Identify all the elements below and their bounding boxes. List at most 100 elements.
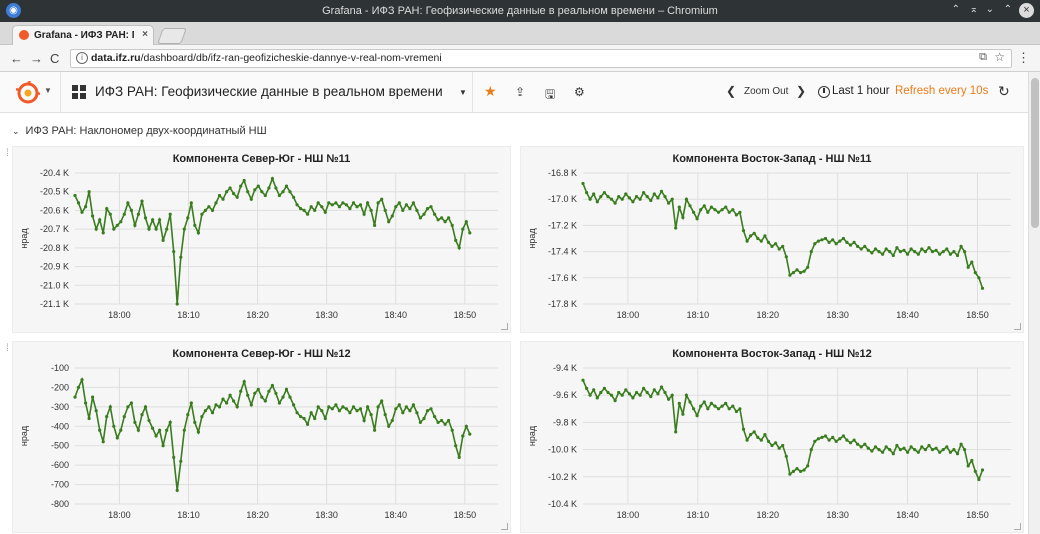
- zoom-out-button[interactable]: Zoom Out: [744, 86, 789, 97]
- translate-icon[interactable]: ⧉: [979, 51, 987, 63]
- data-point: [207, 205, 211, 209]
- drag-handle-icon[interactable]: ⁞: [6, 343, 9, 354]
- panel-title[interactable]: Компонента Восток-Запад - НШ №12: [672, 348, 872, 360]
- data-point: [652, 388, 656, 392]
- data-point: [581, 181, 585, 186]
- data-point: [179, 255, 183, 259]
- keep-above-icon[interactable]: ⌃: [951, 4, 960, 15]
- data-point: [203, 409, 207, 413]
- panel-resize-handle[interactable]: [501, 523, 508, 530]
- data-point: [443, 220, 447, 224]
- maximize-icon[interactable]: ⌃: [1003, 4, 1012, 15]
- data-point: [970, 458, 974, 463]
- panel-title[interactable]: Компонента Север-Юг - НШ №12: [172, 348, 351, 360]
- clock-icon[interactable]: [818, 86, 830, 98]
- share-icon[interactable]: ⇪: [515, 85, 526, 99]
- x-tick-label: 18:30: [315, 310, 338, 320]
- data-point: [941, 250, 945, 254]
- graph-panel-ns12-east-west[interactable]: Компонента Восток-Запад - НШ №12 -9.4 K -…: [520, 341, 1024, 533]
- data-point: [108, 405, 112, 409]
- keep-above-alt-icon[interactable]: ⌅: [969, 4, 978, 15]
- data-point: [781, 443, 785, 448]
- dashboard-title[interactable]: ИФЗ РАН: Геофизические данные в реальном…: [95, 84, 443, 99]
- data-point: [809, 250, 813, 254]
- y-tick-label: -9.6 K: [553, 390, 577, 400]
- data-point: [84, 401, 88, 405]
- time-shift-forward-icon[interactable]: ❯: [796, 84, 807, 98]
- data-point: [741, 229, 746, 233]
- row-header[interactable]: ⌄ ИФЗ РАН: Наклономер двух-координатный Н…: [12, 125, 267, 137]
- bookmark-star-icon[interactable]: ☆: [994, 50, 1005, 64]
- page-scrollbar[interactable]: [1028, 72, 1040, 534]
- data-point: [638, 197, 642, 201]
- refresh-icon[interactable]: ↻: [998, 83, 1010, 99]
- panel-title[interactable]: Компонента Север-Юг - НШ №11: [172, 153, 351, 165]
- window-close-icon[interactable]: ×: [1019, 3, 1034, 18]
- reload-icon[interactable]: C: [50, 51, 60, 66]
- graph-panel-ns11-north-south[interactable]: ⁞ Компонента Север-Юг - НШ №11 -20.4 K -2…: [6, 146, 511, 333]
- data-point: [390, 214, 394, 218]
- forward-arrow-icon[interactable]: →: [30, 51, 43, 66]
- data-point: [316, 201, 320, 205]
- data-point: [440, 216, 444, 220]
- data-point: [73, 193, 77, 198]
- tab-close-icon[interactable]: ×: [142, 29, 148, 40]
- drag-handle-icon[interactable]: ⁞: [6, 148, 9, 159]
- y-tick-label: -20.7 K: [40, 224, 69, 234]
- data-point: [383, 413, 387, 417]
- y-tick-label: -9.4 K: [553, 363, 577, 373]
- data-point: [759, 438, 763, 442]
- panel-resize-handle[interactable]: [1014, 323, 1021, 330]
- time-range-picker[interactable]: Last 1 hour: [832, 85, 890, 97]
- back-arrow-icon[interactable]: ←: [10, 51, 23, 66]
- favorite-star-icon[interactable]: ★: [484, 83, 497, 99]
- dashboard-grid-icon[interactable]: [72, 85, 86, 99]
- url-text[interactable]: data.ifz.ru/dashboard/db/ifz-ran-geofizi…: [91, 52, 442, 64]
- time-shift-back-icon[interactable]: ❮: [726, 84, 737, 98]
- browser-menu-icon[interactable]: ⋮: [1017, 50, 1030, 65]
- settings-gear-icon[interactable]: ⚙: [574, 85, 585, 99]
- data-point: [302, 416, 306, 421]
- panel-resize-handle[interactable]: [501, 323, 508, 330]
- browser-tab[interactable]: Grafana - ИФЗ РАН: Ге ×: [12, 25, 154, 45]
- data-point: [415, 208, 419, 212]
- data-point: [631, 200, 635, 204]
- data-point: [895, 443, 899, 448]
- data-point: [76, 385, 81, 389]
- data-point: [677, 205, 681, 209]
- data-point: [649, 395, 653, 399]
- panel-resize-handle[interactable]: [1014, 523, 1021, 530]
- refresh-interval[interactable]: Refresh every 10s: [895, 85, 989, 97]
- data-point: [799, 469, 803, 473]
- row-collapse-chevron-icon[interactable]: ⌄: [12, 126, 20, 136]
- data-point: [140, 413, 144, 417]
- data-point: [306, 422, 310, 426]
- data-point: [221, 397, 225, 401]
- save-icon[interactable]: 🖫: [545, 87, 556, 101]
- url-bar[interactable]: i data.ifz.ru/dashboard/db/ifz-ran-geofi…: [70, 49, 1012, 68]
- data-point: [277, 401, 281, 405]
- data-point: [738, 407, 742, 411]
- data-point: [263, 399, 267, 403]
- data-point: [425, 409, 430, 413]
- graph-panel-ns11-east-west[interactable]: Компонента Восток-Запад - НШ №11 -16.8 K…: [520, 146, 1024, 333]
- panel-title[interactable]: Компонента Восток-Запад - НШ №11: [672, 153, 872, 165]
- new-tab-button[interactable]: [157, 28, 187, 44]
- data-point: [948, 450, 952, 454]
- site-info-icon[interactable]: i: [76, 52, 88, 64]
- chromium-icon[interactable]: ◉: [6, 3, 21, 18]
- x-tick-label: 18:10: [177, 310, 200, 320]
- data-point: [898, 250, 902, 254]
- logo-caret-icon[interactable]: ▼: [44, 86, 52, 95]
- data-point: [112, 227, 116, 231]
- data-point: [217, 193, 222, 198]
- graph-panel-ns12-north-south[interactable]: ⁞ Компонента Север-Юг - НШ №12 -100 -200-…: [6, 341, 511, 533]
- minimize-icon[interactable]: ⌄: [985, 4, 994, 15]
- data-point: [80, 210, 84, 214]
- scrollbar-thumb[interactable]: [1031, 78, 1039, 228]
- graph-svg: -20.4 K -20.5 K -20.6 K -20.7 K -20.8 K -20.9…: [19, 168, 498, 320]
- grafana-logo-icon[interactable]: [16, 81, 40, 105]
- dashboard-caret-icon[interactable]: ▼: [459, 88, 467, 97]
- data-point: [980, 286, 985, 290]
- data-point: [856, 442, 860, 446]
